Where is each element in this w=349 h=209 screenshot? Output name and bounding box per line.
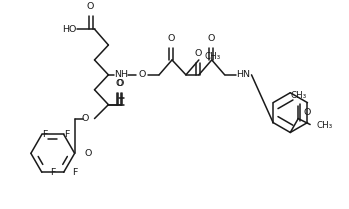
Text: CH₃: CH₃: [205, 52, 221, 61]
Text: F: F: [42, 130, 47, 139]
Text: F: F: [50, 168, 55, 177]
Text: O: O: [303, 108, 311, 117]
Text: HN: HN: [237, 70, 251, 79]
Text: CH₃: CH₃: [290, 91, 306, 100]
Text: O: O: [207, 34, 214, 43]
Text: O: O: [87, 2, 94, 11]
Text: O: O: [116, 79, 123, 88]
Text: F: F: [72, 168, 77, 177]
Text: O: O: [194, 49, 201, 58]
Text: O: O: [167, 34, 175, 43]
Text: O: O: [84, 149, 92, 158]
Text: O: O: [81, 114, 89, 123]
Text: O: O: [139, 70, 146, 79]
Text: NH: NH: [114, 70, 128, 79]
Text: CH₃: CH₃: [316, 121, 332, 130]
Text: F: F: [64, 130, 69, 139]
Text: O: O: [117, 79, 124, 88]
Text: HO: HO: [62, 25, 77, 34]
